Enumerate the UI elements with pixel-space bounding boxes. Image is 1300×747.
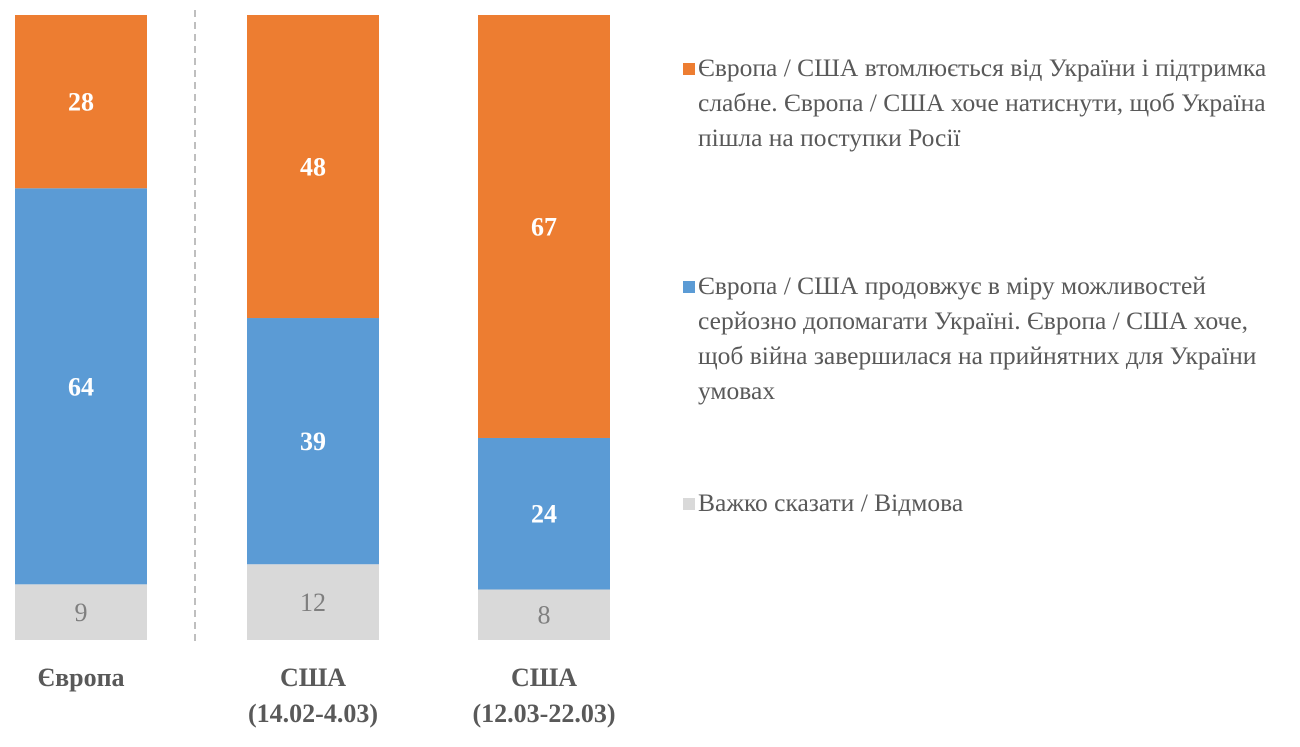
legend-item-tired: Європа / США втомлюється від України і п…	[683, 50, 1293, 155]
category-label: США	[511, 663, 577, 692]
legend-item-hard-to-say: Важко сказати / Відмова	[683, 485, 1293, 520]
legend-swatch-blue	[683, 281, 695, 293]
data-label: 28	[68, 88, 94, 117]
bar-segment	[247, 564, 379, 640]
category-label: (12.03-22.03)	[473, 699, 616, 728]
data-label: 12	[300, 588, 326, 617]
data-label: 48	[300, 153, 326, 182]
data-label: 8	[538, 601, 551, 630]
data-label: 67	[531, 212, 557, 241]
bar-segment	[247, 318, 379, 565]
bar-segment	[478, 589, 610, 640]
bar-segment	[478, 437, 610, 590]
bar-segment	[15, 584, 147, 640]
bar-segment	[15, 15, 147, 189]
data-label: 9	[75, 598, 88, 627]
legend-swatch-orange	[683, 63, 695, 75]
category-label: США	[280, 663, 346, 692]
stacked-bar-chart: 9 64 28 Європа 12 39 48 США (14.02-4.03) 8 24 67 США…	[15, 10, 616, 728]
bar-segment	[15, 188, 147, 585]
legend-swatch-gray	[683, 498, 695, 510]
legend-label: Європа / США продовжує в міру можливосте…	[698, 271, 1257, 405]
bar-segment	[247, 15, 379, 319]
legend-label: Важко сказати / Відмова	[698, 488, 964, 517]
category-label: Європа	[37, 663, 124, 692]
bar-segment	[478, 15, 610, 438]
legend-item-support: Європа / США продовжує в міру можливосте…	[683, 268, 1293, 408]
data-label: 24	[531, 500, 557, 529]
category-label: (14.02-4.03)	[248, 699, 378, 728]
data-label: 39	[300, 427, 326, 456]
legend-label: Європа / США втомлюється від України і п…	[698, 53, 1267, 152]
data-label: 64	[68, 372, 94, 401]
